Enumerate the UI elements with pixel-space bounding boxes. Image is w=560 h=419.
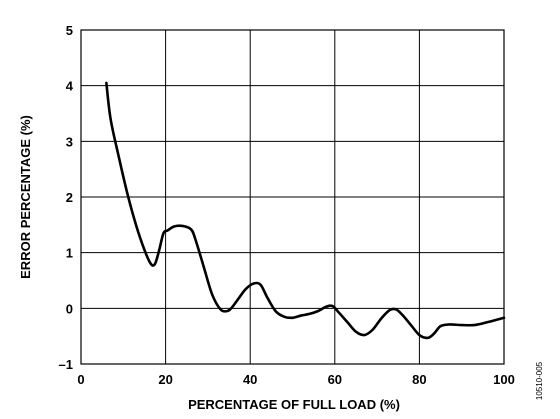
x-axis-title: PERCENTAGE OF FULL LOAD (%) xyxy=(188,397,400,412)
y-tick-label: 4 xyxy=(66,79,74,94)
series-line-error-percentage xyxy=(105,81,506,340)
grid-lines xyxy=(81,30,504,364)
x-tick-labels: 0 20 40 60 80 100 xyxy=(77,372,514,387)
x-tick-label: 0 xyxy=(77,372,84,387)
y-tick-label: 2 xyxy=(66,190,73,205)
y-tick-label: –1 xyxy=(59,357,73,372)
x-tick-label: 60 xyxy=(328,372,342,387)
x-tick-label: 40 xyxy=(243,372,257,387)
y-tick-labels: –1 0 1 2 3 4 5 xyxy=(59,23,74,372)
y-axis-title: ERROR PERCENTAGE (%) xyxy=(18,115,33,279)
y-tick-label: 1 xyxy=(66,246,73,261)
y-tick-label: 5 xyxy=(66,23,73,38)
figure-id-label: 10510-005 xyxy=(535,361,544,400)
x-tick-label: 80 xyxy=(412,372,426,387)
y-tick-label: 0 xyxy=(66,301,73,316)
x-tick-label: 100 xyxy=(493,372,515,387)
plot-frame xyxy=(80,29,505,365)
x-tick-label: 20 xyxy=(158,372,172,387)
y-tick-label: 3 xyxy=(66,134,73,149)
